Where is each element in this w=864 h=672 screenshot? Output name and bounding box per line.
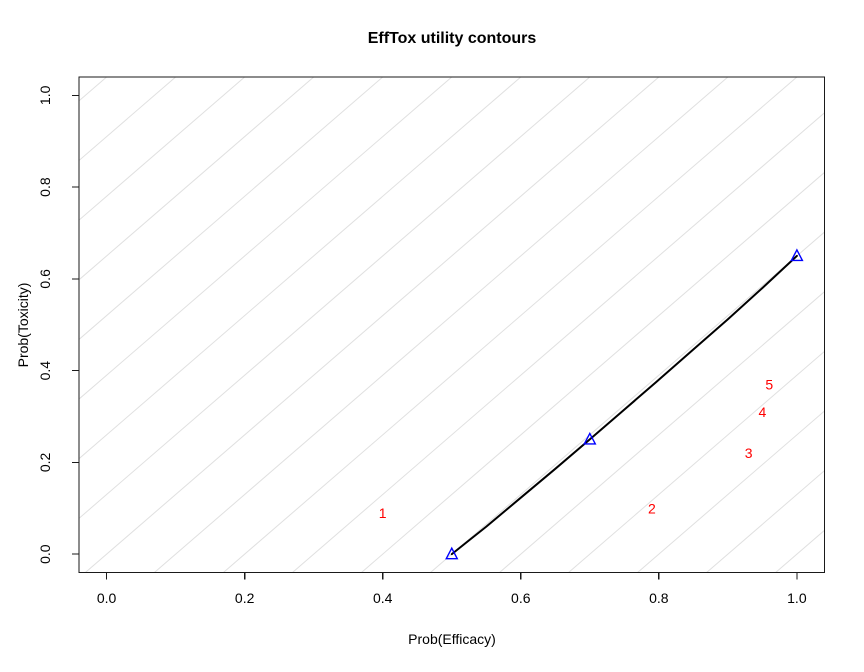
x-tick-label: 0.8 [649,590,669,606]
neutral-utility-curve [450,254,798,556]
y-tick-label: 0.8 [37,177,53,197]
x-tick-label: 1.0 [787,590,807,606]
dose-label: 2 [648,500,656,516]
dose-label: 5 [765,376,773,392]
y-tick-label: 0.4 [37,361,53,381]
y-axis: 0.0 0.2 0.4 0.6 0.8 1.0 [37,85,79,564]
x-tick-label: 0.0 [97,590,117,606]
x-tick-label: 0.2 [235,590,255,606]
x-tick-label: 0.6 [511,590,531,606]
dose-label: 3 [745,445,753,461]
hinge-point-markers [445,248,804,560]
dose-label: 4 [759,404,767,420]
open-triangle-icon [445,546,459,560]
open-triangle-icon [583,431,597,445]
y-tick-label: 0.0 [37,544,53,564]
y-axis-label: Prob(Toxicity) [15,282,31,368]
chart-title: EffTox utility contours [367,30,537,47]
y-tick-label: 1.0 [37,85,53,105]
x-tick-label: 0.4 [373,590,393,606]
y-tick-label: 0.6 [37,269,53,289]
x-axis: 0.0 0.2 0.4 0.6 0.8 1.0 [97,572,807,606]
plot-box [78,76,826,574]
open-triangle-icon [790,248,804,262]
dose-labels: 1 2 3 4 5 [379,376,774,521]
x-axis-label: Prob(Efficacy) [408,631,496,647]
dose-label: 1 [379,505,387,521]
y-tick-label: 0.2 [37,452,53,472]
